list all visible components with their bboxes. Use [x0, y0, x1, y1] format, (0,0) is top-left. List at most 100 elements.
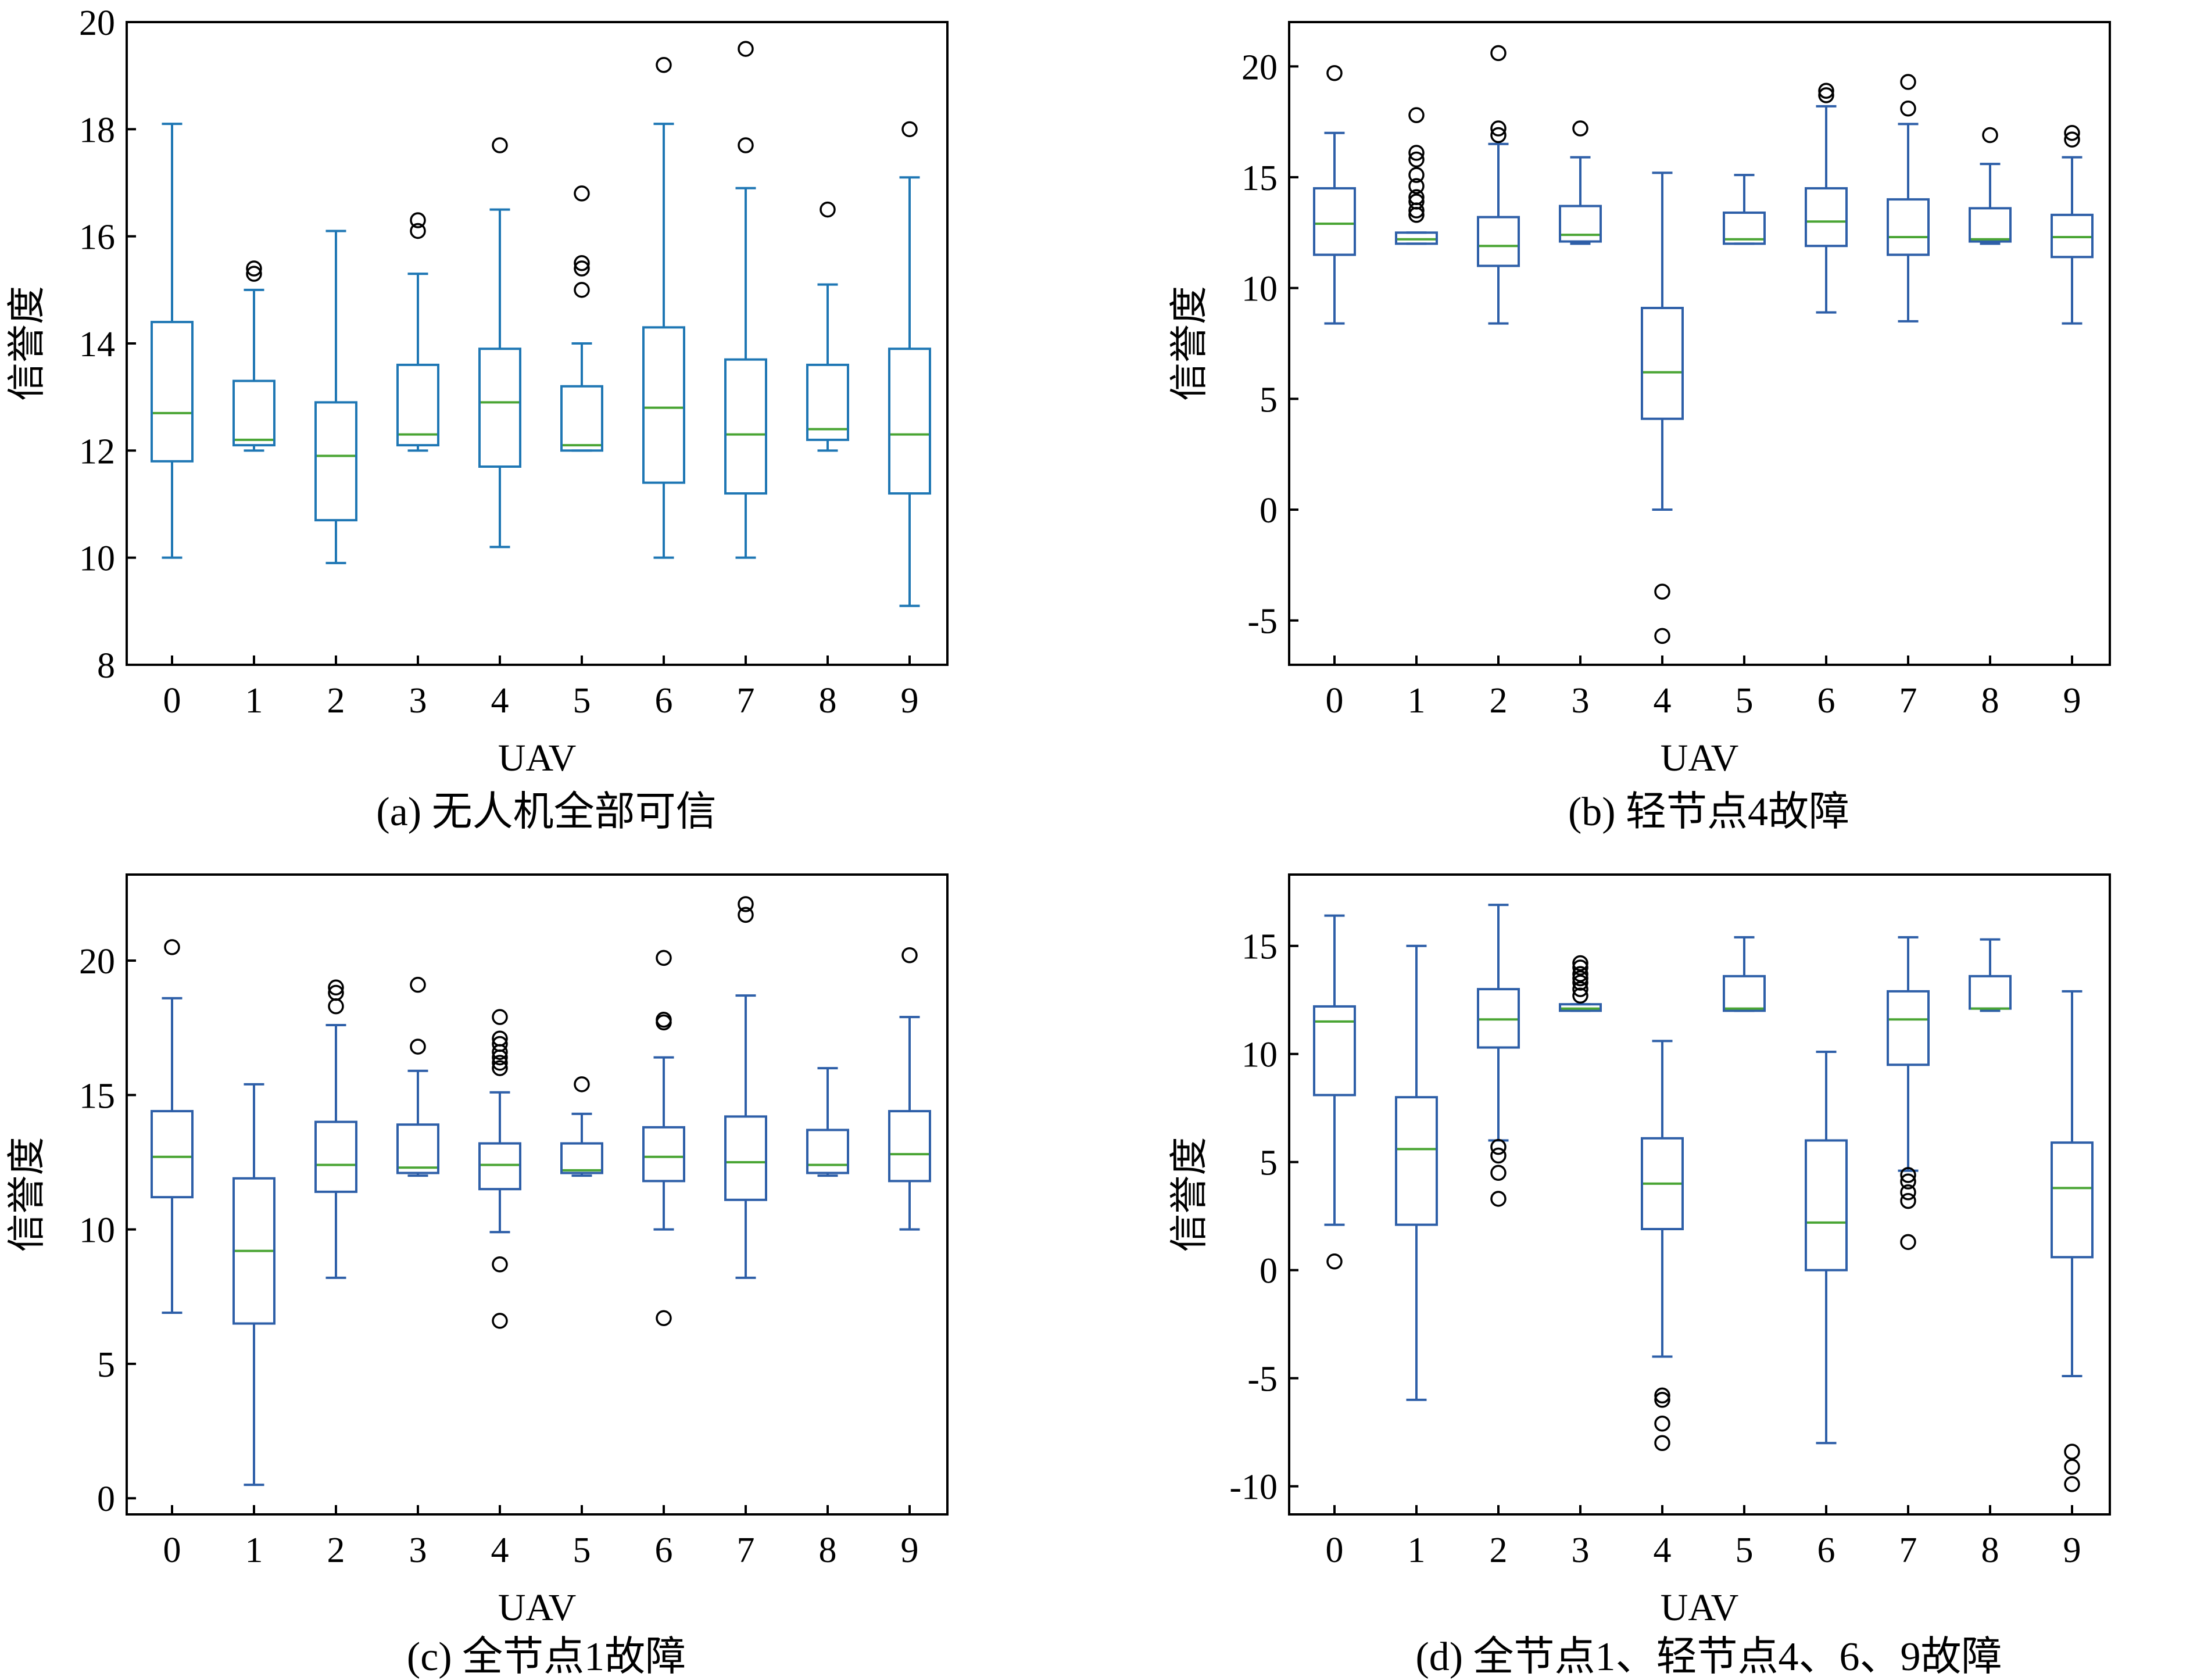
- outlier-point: [492, 137, 508, 153]
- x-tick-label: 7: [737, 681, 755, 721]
- outlier-point: [1654, 628, 1670, 644]
- iqr-box: [560, 1142, 603, 1174]
- y-tick-label: -5: [1247, 602, 1278, 642]
- iqr-box: [1395, 1096, 1438, 1226]
- box-uav-4: [478, 1009, 521, 1329]
- outlier-point: [328, 998, 344, 1015]
- plot-frame: [1288, 21, 2111, 666]
- outlier-point: [410, 212, 426, 228]
- box-uav-9: [888, 947, 931, 1231]
- x-tick-label: 0: [1326, 1531, 1344, 1570]
- outlier-point: [820, 201, 836, 218]
- x-tick-label: 8: [819, 681, 837, 721]
- y-tick-label: -5: [1247, 1360, 1278, 1399]
- x-tick-label: 3: [409, 681, 427, 721]
- iqr-box: [1805, 1139, 1848, 1271]
- box-uav-1: [232, 1083, 275, 1486]
- outlier-point: [1572, 955, 1588, 972]
- x-tick-label: 1: [1408, 681, 1426, 721]
- iqr-box: [1805, 187, 1848, 248]
- caption-b: (b) 轻节点4故障: [1568, 790, 1849, 834]
- outlier-point: [1490, 120, 1507, 137]
- outlier-point: [1408, 167, 1425, 183]
- x-tick-label: 8: [1981, 681, 1999, 721]
- y-tick-label: 15: [1241, 927, 1278, 967]
- x-tick-label: 2: [327, 681, 345, 721]
- x-tick-label: 0: [163, 681, 181, 721]
- outlier-point: [656, 950, 672, 966]
- iqr-box: [1477, 988, 1520, 1049]
- outlier-point: [1408, 145, 1425, 161]
- iqr-box: [478, 1142, 521, 1191]
- x-tick-label: 3: [409, 1531, 427, 1570]
- outlier-point: [1818, 87, 1834, 103]
- iqr-box: [1641, 306, 1684, 420]
- box-uav-6: [642, 950, 685, 1327]
- y-axis-label: 信誉度: [1168, 1137, 1211, 1252]
- outlier-point: [656, 1012, 672, 1028]
- box-uav-6: [1805, 83, 1848, 314]
- y-tick-label: 5: [1259, 1144, 1278, 1183]
- outlier-point: [901, 947, 918, 963]
- iqr-box: [724, 1115, 767, 1201]
- outlier-point: [2064, 1459, 2080, 1475]
- y-tick-label: 10: [1241, 270, 1278, 309]
- iqr-box: [1559, 205, 1602, 243]
- box-uav-7: [724, 896, 767, 1279]
- iqr-box: [1559, 1003, 1602, 1012]
- outlier-point: [574, 185, 590, 202]
- plot-frame: [126, 21, 949, 666]
- box-uav-3: [396, 212, 439, 452]
- box-uav-8: [1969, 127, 2012, 245]
- outlier-point: [1572, 966, 1588, 982]
- x-tick-label: 7: [1899, 681, 1917, 721]
- box-uav-5: [1723, 174, 1766, 245]
- box-uav-4: [478, 137, 521, 549]
- outlier-point: [492, 1060, 508, 1076]
- outlier-point: [492, 1009, 508, 1025]
- outlier-point: [328, 984, 344, 1001]
- outlier-point: [1490, 1165, 1507, 1181]
- outlier-point: [574, 282, 590, 298]
- x-tick-label: 6: [655, 1531, 673, 1570]
- box-uav-3: [1559, 955, 1602, 1012]
- outlier-point: [1572, 120, 1588, 137]
- y-tick-label: 16: [79, 218, 115, 257]
- outlier-point: [410, 1038, 426, 1055]
- outlier-point: [410, 223, 426, 239]
- box-uav-7: [724, 41, 767, 559]
- outlier-point: [1490, 45, 1507, 62]
- y-tick-label: 0: [97, 1480, 115, 1519]
- outlier-point: [410, 976, 426, 993]
- outlier-point: [1654, 1387, 1670, 1404]
- outlier-point: [492, 1036, 508, 1052]
- box-uav-2: [314, 979, 357, 1279]
- box-uav-1: [1395, 107, 1438, 245]
- outlier-point: [1654, 1392, 1670, 1408]
- x-tick-label: 1: [245, 681, 263, 721]
- y-tick-label: 18: [79, 110, 115, 150]
- x-tick-label: 9: [2063, 1531, 2081, 1570]
- box-uav-2: [314, 230, 357, 564]
- box-uav-8: [806, 1067, 849, 1177]
- y-tick-label: 20: [79, 942, 115, 982]
- x-tick-label: 6: [1817, 681, 1835, 721]
- iqr-box: [642, 326, 685, 484]
- iqr-box: [314, 401, 357, 522]
- y-tick-label: 0: [1259, 491, 1278, 531]
- x-tick-label: 5: [573, 681, 591, 721]
- y-tick-label: 5: [97, 1345, 115, 1385]
- y-tick-label: 14: [79, 325, 115, 364]
- outlier-point: [1490, 1147, 1507, 1164]
- outlier-point: [1654, 1435, 1670, 1452]
- iqr-box: [806, 1129, 849, 1174]
- iqr-box: [1313, 187, 1356, 256]
- box-uav-2: [1477, 45, 1520, 325]
- iqr-box: [560, 385, 603, 452]
- x-tick-label: 0: [163, 1531, 181, 1570]
- box-uav-1: [232, 260, 275, 452]
- x-tick-label: 3: [1572, 1531, 1590, 1570]
- outlier-point: [1572, 959, 1588, 976]
